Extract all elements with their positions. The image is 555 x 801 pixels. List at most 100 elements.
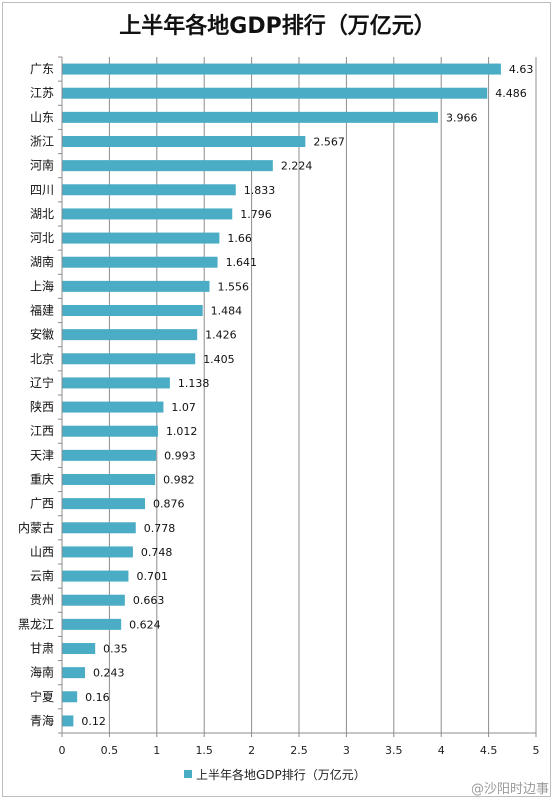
data-label: 1.66 (227, 232, 252, 245)
bar (62, 353, 196, 365)
category-label: 天津 (30, 448, 54, 462)
bar (62, 570, 129, 582)
bar (62, 715, 74, 727)
data-label: 0.778 (144, 522, 176, 535)
x-tick-label: 2 (248, 744, 255, 757)
chart-title: 上半年各地GDP排行（万亿元） (119, 14, 436, 39)
x-tick-label: 1.5 (195, 744, 213, 757)
bar (62, 377, 170, 389)
category-label: 重庆 (30, 473, 54, 487)
category-label: 内蒙古 (18, 520, 54, 535)
x-tick-label: 4 (438, 744, 445, 757)
data-label: 0.16 (85, 691, 110, 704)
data-label: 1.405 (203, 353, 235, 366)
data-label: 0.12 (81, 715, 106, 728)
bar (62, 498, 146, 510)
category-label: 江苏 (30, 86, 54, 100)
category-label: 山东 (30, 110, 54, 124)
category-label: 安徽 (30, 327, 54, 342)
category-label: 海南 (30, 665, 54, 680)
bar (62, 184, 236, 196)
category-label: 贵州 (30, 593, 54, 607)
bar (62, 160, 273, 172)
bar (62, 87, 488, 99)
category-label: 河北 (30, 231, 54, 245)
data-label: 0.624 (129, 618, 161, 631)
data-label: 0.993 (164, 449, 196, 462)
category-label: 江西 (30, 424, 54, 438)
data-label: 1.138 (178, 377, 210, 390)
data-label: 4.63 (509, 63, 534, 76)
data-label: 4.486 (495, 87, 527, 100)
category-label: 河南 (30, 158, 54, 173)
x-tick-label: 0.5 (101, 744, 119, 757)
data-label: 0.243 (93, 667, 125, 680)
data-label: 3.966 (446, 111, 478, 124)
bar (62, 643, 96, 654)
watermark: @沙阳时边事 (470, 782, 549, 797)
category-label: 黑龙江 (18, 617, 54, 631)
bar (62, 594, 125, 606)
axes: 0 0.5 1 1.5 2 2.5 3 3.5 4 4.5 5 广东江苏山东浙江河南四川湖北河北湖南上… (18, 56, 540, 757)
data-label: 1.833 (244, 184, 276, 197)
bar (62, 618, 122, 630)
bar (62, 280, 210, 292)
bar (62, 401, 164, 413)
legend-swatch (184, 770, 192, 778)
bar (62, 522, 136, 534)
x-tick-label: 4.5 (480, 744, 498, 757)
category-label: 陕西 (30, 399, 54, 414)
category-label: 山西 (30, 545, 54, 559)
x-tick-label: 3.5 (385, 744, 403, 757)
category-label: 甘肃 (30, 642, 54, 656)
data-label: 0.35 (103, 643, 128, 656)
data-label: 2.567 (313, 136, 345, 149)
category-label: 宁夏 (30, 689, 54, 704)
category-label: 福建 (30, 303, 54, 318)
data-label: 0.982 (163, 474, 195, 487)
data-label: 1.556 (218, 280, 250, 293)
bar (62, 329, 198, 341)
category-label: 青海 (30, 713, 54, 728)
bar (62, 63, 501, 75)
category-label: 四川 (30, 183, 54, 197)
legend-label: 上半年各地GDP排行（万亿元） (196, 767, 366, 782)
category-label: 北京 (30, 352, 54, 366)
x-tick-label: 3 (343, 744, 350, 757)
data-label: 1.012 (166, 425, 198, 438)
category-label: 广东 (30, 62, 54, 76)
bar (62, 232, 220, 244)
bar (62, 425, 158, 437)
bar (62, 546, 133, 558)
data-label: 1.426 (205, 329, 237, 342)
bar (62, 111, 438, 123)
category-label: 湖南 (30, 254, 54, 269)
gridlines (108, 57, 537, 733)
bar (62, 136, 306, 147)
category-label: 云南 (30, 568, 54, 583)
bar (62, 305, 203, 316)
category-label: 广西 (30, 497, 54, 511)
category-label: 浙江 (30, 135, 54, 149)
bar (62, 256, 218, 268)
data-label: 0.663 (133, 594, 165, 607)
data-label: 0.701 (136, 570, 168, 583)
bar (62, 667, 86, 679)
bar (62, 691, 78, 703)
bar (62, 474, 156, 485)
data-label: 0.876 (153, 498, 185, 511)
bar (62, 208, 233, 220)
bar (62, 449, 157, 461)
x-tick-label: 1 (153, 744, 160, 757)
data-label: 1.07 (171, 401, 196, 414)
category-label: 辽宁 (30, 375, 54, 390)
x-tick-label: 5 (533, 744, 540, 757)
data-label: 1.484 (211, 305, 243, 318)
legend: 上半年各地GDP排行（万亿元） (184, 767, 366, 782)
category-label: 上海 (30, 278, 54, 293)
x-tick-label: 0 (59, 744, 66, 757)
data-label: 1.641 (226, 256, 258, 269)
